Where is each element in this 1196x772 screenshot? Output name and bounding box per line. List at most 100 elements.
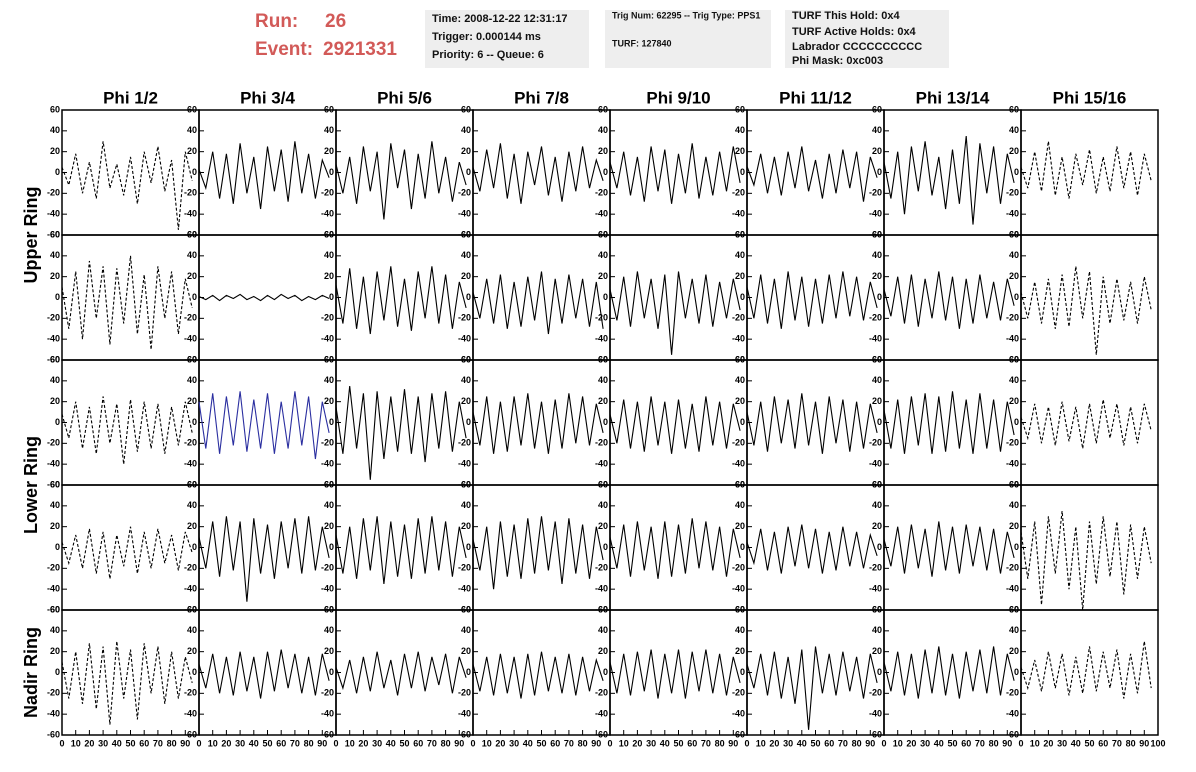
y-tick-label: -20	[869, 188, 882, 198]
x-tick-label: 40	[249, 738, 259, 748]
y-tick-label: 40	[324, 375, 334, 385]
x-tick-label: 20	[221, 738, 231, 748]
y-tick-label: 0	[877, 667, 882, 677]
y-tick-label: 20	[187, 646, 197, 656]
y-tick-label: -60	[47, 354, 60, 364]
y-tick-label: 40	[1009, 125, 1019, 135]
x-tick-label: 20	[769, 738, 779, 748]
x-tick-label: 0	[470, 738, 475, 748]
panel-frame	[61, 484, 200, 611]
y-tick-label: 60	[50, 229, 60, 239]
y-tick-label: -20	[595, 563, 608, 573]
y-tick-label: 20	[187, 396, 197, 406]
y-tick-label: 60	[735, 104, 745, 114]
y-tick-label: 60	[324, 479, 334, 489]
waveform	[883, 521, 1015, 577]
y-tick-label: -20	[732, 313, 745, 323]
y-tick-label: -60	[47, 729, 60, 739]
y-tick-label: 40	[735, 625, 745, 635]
y-tick-label: -20	[595, 313, 608, 323]
y-tick-label: -40	[321, 459, 334, 469]
y-tick-label: -20	[184, 188, 197, 198]
y-tick-label: -20	[47, 563, 60, 573]
y-tick-label: -20	[732, 563, 745, 573]
waveform	[746, 646, 878, 730]
info-line: TURF: 127840	[612, 38, 672, 48]
y-tick-label: -20	[1006, 313, 1019, 323]
panel-frame	[883, 109, 1022, 236]
y-tick-label: 0	[740, 667, 745, 677]
y-tick-label: -40	[321, 209, 334, 219]
panel-frame	[61, 609, 200, 736]
y-tick-label: 0	[466, 167, 471, 177]
waveform	[61, 255, 193, 350]
waveform	[472, 651, 604, 699]
y-tick-label: 60	[735, 479, 745, 489]
y-tick-label: -20	[595, 188, 608, 198]
y-tick-label: -40	[47, 459, 60, 469]
x-tick-label: 90	[1002, 738, 1012, 748]
y-tick-label: -40	[184, 459, 197, 469]
y-tick-label: -20	[321, 688, 334, 698]
y-tick-label: -60	[732, 729, 745, 739]
y-tick-label: 20	[50, 271, 60, 281]
panel-frame	[883, 359, 1022, 486]
y-tick-label: -20	[458, 188, 471, 198]
y-tick-label: 20	[1009, 646, 1019, 656]
y-tick-label: -40	[458, 459, 471, 469]
x-tick-label: 80	[167, 738, 177, 748]
y-tick-label: -60	[458, 729, 471, 739]
x-tick-label: 100	[1150, 738, 1165, 748]
y-tick-label: 20	[735, 521, 745, 531]
x-tick-label: 30	[98, 738, 108, 748]
waveform	[198, 293, 330, 302]
y-tick-label: 0	[877, 167, 882, 177]
y-tick-label: 0	[329, 667, 334, 677]
panel-frame	[198, 484, 337, 611]
panel-frame	[472, 609, 611, 736]
column-title: Phi 1/2	[103, 88, 158, 107]
y-tick-label: -60	[595, 729, 608, 739]
y-tick-label: 20	[187, 271, 197, 281]
x-tick-label: 30	[372, 738, 382, 748]
y-tick-label: -40	[595, 709, 608, 719]
panel-frame	[472, 234, 611, 361]
info-line: Time: 2008-12-22 12:31:17	[432, 13, 568, 25]
waveform	[198, 141, 330, 210]
x-tick-label: 60	[1098, 738, 1108, 748]
x-tick-label: 80	[989, 738, 999, 748]
y-tick-label: 60	[735, 354, 745, 364]
y-tick-label: -20	[869, 313, 882, 323]
y-tick-label: -20	[184, 563, 197, 573]
x-tick-label: 80	[578, 738, 588, 748]
panel-frame	[746, 234, 885, 361]
x-tick-label: 20	[906, 738, 916, 748]
x-tick-label: 50	[399, 738, 409, 748]
y-tick-label: 0	[192, 417, 197, 427]
y-tick-label: 20	[1009, 396, 1019, 406]
y-tick-label: 40	[598, 125, 608, 135]
x-tick-label: 60	[413, 738, 423, 748]
x-tick-label: 70	[975, 738, 985, 748]
y-tick-label: 20	[461, 146, 471, 156]
x-tick-label: 10	[893, 738, 903, 748]
y-tick-label: -20	[595, 438, 608, 448]
y-tick-label: 60	[735, 604, 745, 614]
y-tick-label: 60	[461, 479, 471, 489]
y-tick-label: 40	[1009, 375, 1019, 385]
y-tick-label: 0	[877, 292, 882, 302]
panel-frame	[883, 609, 1022, 736]
event-number: 2921331	[323, 39, 397, 60]
y-tick-label: 60	[324, 229, 334, 239]
y-tick-label: 0	[329, 542, 334, 552]
x-tick-label: 80	[715, 738, 725, 748]
panel-frame	[198, 609, 337, 736]
y-tick-label: 0	[55, 292, 60, 302]
y-tick-label: 40	[872, 375, 882, 385]
x-tick-label: 30	[1057, 738, 1067, 748]
y-tick-label: 40	[324, 250, 334, 260]
y-tick-label: -40	[732, 584, 745, 594]
y-tick-label: -20	[184, 438, 197, 448]
